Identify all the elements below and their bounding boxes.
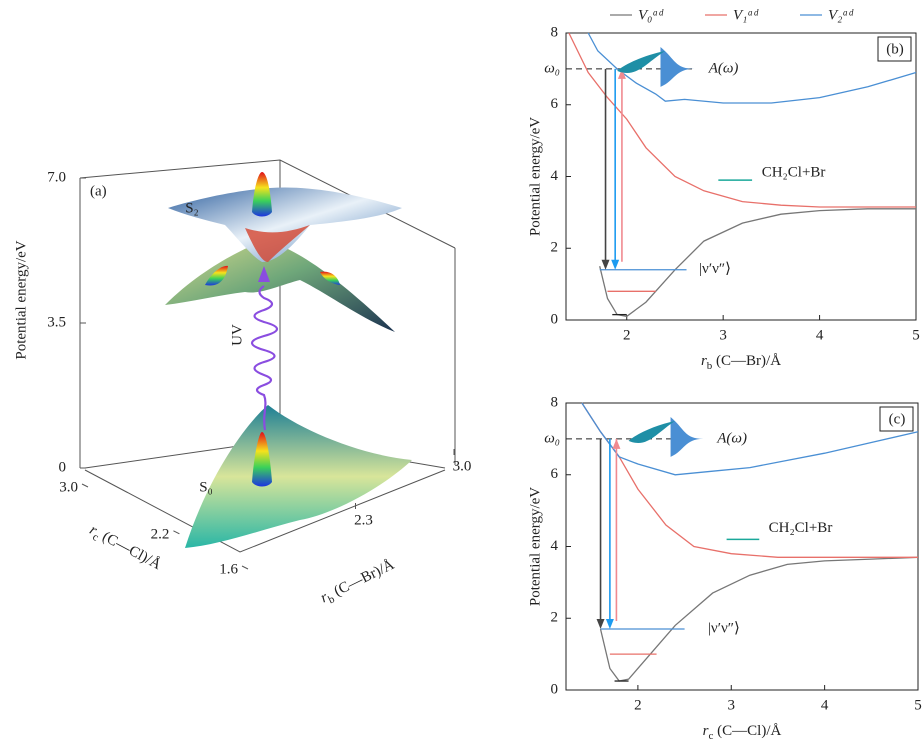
uv-pulse [250, 285, 279, 431]
arrow-head [611, 259, 620, 270]
y-axis-label: rb (C—Br)/Å [318, 557, 398, 608]
annotation: |ν′ν″⟩ [699, 261, 731, 277]
label-text: (C—Cl)/Å [713, 723, 781, 739]
y-tick-label: 4 [551, 168, 559, 184]
label-text: (C—Br)/Å [712, 353, 781, 369]
y-tick-label: 2.3 [354, 512, 373, 528]
s0-surface [185, 405, 412, 548]
y-axis-label: Potential energy/eV [527, 487, 543, 606]
conical-intersection [245, 225, 310, 262]
series-line [581, 402, 919, 476]
y-tick-label: 0 [551, 311, 559, 327]
x-tick-label: 3.0 [59, 479, 78, 495]
y-tick-label: 2 [551, 610, 559, 626]
y-tick-label: 4 [551, 538, 559, 554]
label-subscript: b [326, 593, 337, 606]
x-axis-label: rb (C—Br)/Å [701, 353, 781, 371]
legend-label: V₁ᵃᵈ [733, 7, 759, 23]
label-subscript: c [709, 730, 714, 742]
x-tick-label: 2.2 [151, 526, 170, 542]
series-line [587, 32, 917, 104]
legend-label: V₂ᵃᵈ [828, 7, 854, 23]
label-subscript: c [91, 531, 101, 544]
series-line [581, 402, 918, 558]
y-axis-label: Potential energy/eV [527, 117, 543, 236]
s2-surface [168, 187, 402, 262]
box-edge [84, 469, 446, 553]
label-subscript: b [707, 360, 713, 372]
y-tick-label: 6 [551, 466, 559, 482]
y-tick-label: 3.0 [453, 458, 472, 474]
panel-label: (c) [889, 411, 906, 427]
annotation: S₀ [199, 479, 213, 495]
x-tick-label: 3 [719, 327, 727, 343]
x-axis-label: rc (C—Cl)/Å [703, 723, 782, 741]
arrow-head [596, 619, 605, 630]
arrow-head [612, 438, 621, 449]
absorption-spectrum [670, 417, 704, 457]
panel-label-box [879, 406, 914, 432]
panel-label-box [877, 36, 912, 62]
uv-arrow [258, 266, 270, 282]
annotation: |ν′ν″⟩ [708, 620, 740, 636]
x-tick-label: 5 [912, 327, 920, 343]
wavepacket [252, 432, 272, 487]
marker-label: ω₀ [544, 60, 560, 76]
series-line [599, 208, 916, 318]
label-symbol: r [703, 723, 709, 739]
arrow-head [601, 259, 610, 270]
wavepacket [320, 271, 340, 285]
x-tick-label: 1.6 [219, 561, 238, 577]
z-tick-label: 0 [59, 459, 67, 475]
panel-label: (b) [886, 41, 904, 57]
x-tick-label: 2 [623, 327, 631, 343]
x-tick [173, 530, 180, 535]
annotation: A(ω) [708, 60, 739, 76]
z-axis-label: Potential energy/eV [13, 240, 29, 359]
x-tick-label: 5 [914, 697, 922, 713]
wavepacket [252, 172, 272, 217]
legend-label: V₀ᵃᵈ [638, 7, 664, 23]
wavepacket [628, 420, 676, 444]
y-tick-label: 8 [551, 24, 559, 40]
series-line [568, 32, 916, 208]
series-line [599, 556, 919, 682]
x-tick-label: 4 [816, 327, 824, 343]
arrow-head [617, 68, 626, 79]
absorption-spectrum [660, 47, 695, 87]
panel-a-decoration [79, 159, 456, 553]
z-tick-label: 7.0 [47, 169, 66, 185]
z-tick-label: 3.5 [47, 314, 66, 330]
plot-frame [565, 32, 917, 321]
y-tick-label: 6 [551, 96, 559, 112]
y-tick-label: 8 [551, 394, 559, 410]
label-symbol: r [701, 353, 707, 369]
x-tick [241, 565, 249, 570]
wavepacket [617, 50, 666, 74]
annotation: CH₂Cl+Br [769, 520, 833, 536]
x-tick-label: 2 [634, 697, 642, 713]
label-text: (C—Br)/Å [328, 557, 397, 602]
annotation: CH₂Cl+Br [762, 164, 826, 180]
y-tick-label: 0 [551, 681, 559, 697]
s1-surface [165, 240, 395, 332]
x-tick-label: 4 [821, 697, 829, 713]
marker-label: ω₀ [544, 430, 560, 446]
arrow-head [605, 619, 614, 630]
annotation: UV [229, 324, 245, 346]
annotation: A(ω) [716, 430, 747, 446]
y-tick-label: 2 [551, 240, 559, 256]
annotation: S₂ [185, 200, 199, 216]
x-tick [81, 483, 89, 488]
wavepacket [205, 265, 228, 286]
panel-label: (a) [90, 183, 107, 199]
x-tick-label: 3 [728, 697, 736, 713]
